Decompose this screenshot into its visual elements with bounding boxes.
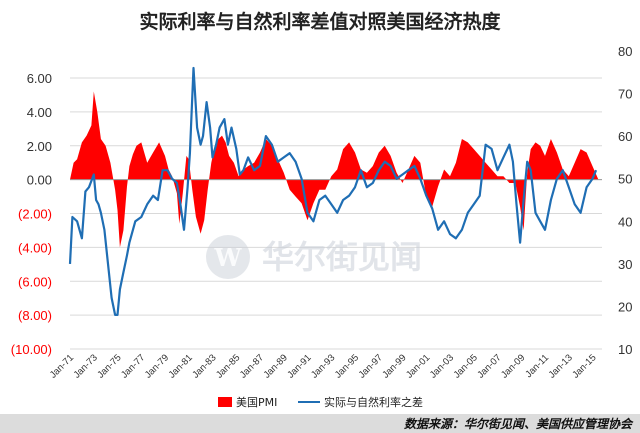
left-tick-label: 0.00 bbox=[27, 173, 52, 188]
right-tick-label: 30 bbox=[618, 257, 632, 272]
legend-label-pmi: 美国PMI bbox=[236, 396, 277, 409]
x-tick-label: Jan-89 bbox=[262, 352, 290, 380]
x-tick-label: Jan-05 bbox=[452, 352, 480, 380]
x-tick-label: Jan-13 bbox=[547, 352, 575, 380]
left-tick-label: (8.00) bbox=[18, 308, 52, 323]
right-tick-label: 20 bbox=[618, 299, 632, 314]
x-tick-label: Jan-75 bbox=[95, 352, 123, 380]
x-tick-label: Jan-81 bbox=[167, 352, 195, 380]
source-note: 数据来源：华尔街见闻、美国供应管理协会 bbox=[404, 417, 634, 431]
x-tick-label: Jan-15 bbox=[570, 352, 598, 380]
watermark-logo-icon bbox=[206, 235, 250, 279]
chart-title: 实际利率与自然利率差值对照美国经济热度 bbox=[139, 10, 501, 33]
right-axis-ticks: 80 70 60 50 40 30 20 10 bbox=[618, 44, 632, 357]
legend-label-rate-diff: 实际与自然利率之差 bbox=[324, 395, 423, 409]
left-axis-ticks: 6.00 4.00 2.00 0.00 (2.00) (4.00) (6.00) (8.00)… bbox=[11, 71, 52, 357]
pmi-area bbox=[70, 91, 599, 248]
right-tick-label: 40 bbox=[618, 214, 632, 229]
x-tick-label: Jan-83 bbox=[190, 352, 218, 380]
x-tick-label: Jan-77 bbox=[119, 352, 147, 380]
x-tick-label: Jan-01 bbox=[404, 352, 432, 380]
x-tick-label: Jan-03 bbox=[428, 352, 456, 380]
x-tick-label: Jan-11 bbox=[523, 352, 551, 380]
left-tick-label: 6.00 bbox=[27, 71, 52, 86]
pmi-area-series bbox=[70, 91, 599, 248]
left-tick-label: 2.00 bbox=[27, 139, 52, 154]
watermark-text: 华尔街见闻 bbox=[262, 238, 422, 276]
left-tick-label: (4.00) bbox=[18, 240, 52, 255]
right-tick-label: 50 bbox=[618, 172, 632, 187]
x-tick-label: Jan-71 bbox=[48, 352, 76, 380]
legend: 美国PMI 实际与自然利率之差 bbox=[218, 395, 423, 409]
x-axis-ticks: Jan-71Jan-73Jan-75Jan-77Jan-79Jan-81Jan-… bbox=[48, 352, 599, 380]
x-tick-label: Jan-97 bbox=[357, 352, 385, 380]
x-tick-label: Jan-95 bbox=[333, 352, 361, 380]
x-tick-label: Jan-93 bbox=[309, 352, 337, 380]
x-tick-label: Jan-85 bbox=[214, 352, 242, 380]
x-tick-label: Jan-79 bbox=[143, 352, 171, 380]
rate-diff-line bbox=[68, 66, 598, 316]
left-tick-label: (10.00) bbox=[11, 342, 52, 357]
left-tick-label: (2.00) bbox=[18, 207, 52, 222]
x-tick-label: Jan-07 bbox=[475, 352, 503, 380]
right-tick-label: 80 bbox=[618, 44, 632, 59]
legend-swatch-pmi bbox=[218, 397, 232, 407]
x-tick-label: Jan-09 bbox=[499, 352, 527, 380]
x-tick-label: Jan-73 bbox=[72, 352, 100, 380]
left-tick-label: (6.00) bbox=[18, 274, 52, 289]
x-tick-label: Jan-91 bbox=[285, 352, 313, 380]
rate-diff-line-series bbox=[68, 66, 598, 316]
footer-bar bbox=[0, 414, 640, 433]
right-tick-label: 10 bbox=[618, 342, 632, 357]
watermark: W 华尔街见闻 bbox=[206, 235, 422, 279]
left-tick-label: 4.00 bbox=[27, 105, 52, 120]
right-tick-label: 70 bbox=[618, 87, 632, 102]
x-tick-label: Jan-87 bbox=[238, 352, 266, 380]
right-tick-label: 60 bbox=[618, 129, 632, 144]
watermark-logo-letter: W bbox=[214, 243, 243, 272]
x-tick-label: Jan-99 bbox=[380, 352, 408, 380]
